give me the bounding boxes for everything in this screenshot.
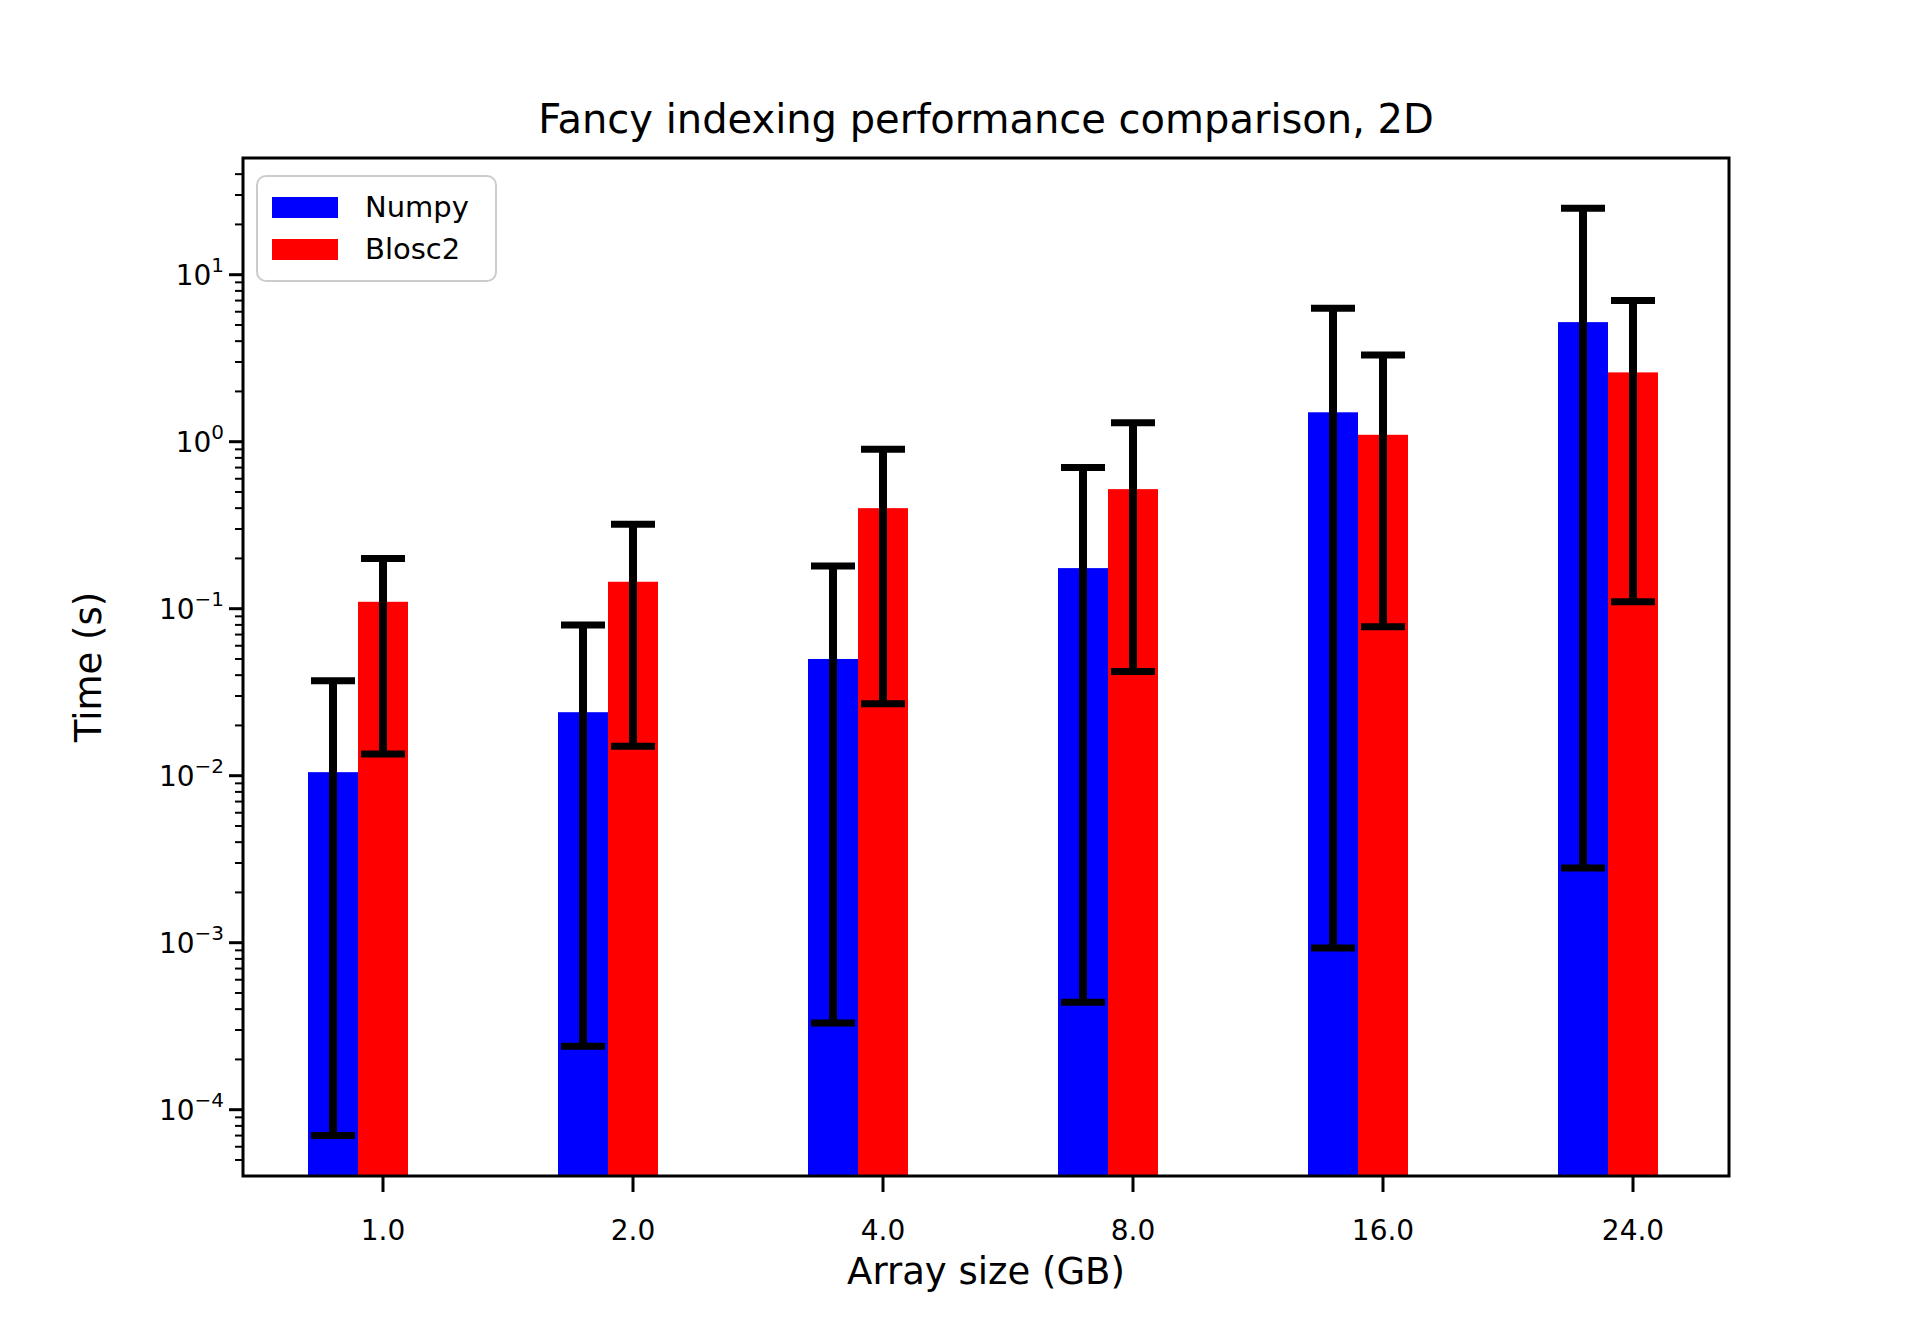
legend-label-blosc2: Blosc2 — [365, 235, 460, 264]
x-tick-label: 16.0 — [1352, 1214, 1414, 1247]
y-tick-label: 101 — [176, 253, 224, 292]
legend: Numpy Blosc2 — [256, 175, 497, 282]
y-tick-label: 10−1 — [159, 587, 224, 626]
x-tick-label: 24.0 — [1602, 1214, 1664, 1247]
y-tick-label: 10−3 — [159, 921, 224, 960]
y-tick-label: 100 — [176, 420, 224, 459]
axes-spines — [243, 158, 1729, 1176]
x-tick-label: 2.0 — [611, 1214, 656, 1247]
x-tick-label: 8.0 — [1111, 1214, 1156, 1247]
figure: Fancy indexing performance comparison, 2… — [0, 0, 1920, 1320]
legend-item-numpy: Numpy — [272, 193, 481, 222]
y-tick-label: 10−2 — [159, 754, 224, 793]
x-tick-label: 1.0 — [361, 1214, 406, 1247]
legend-label-numpy: Numpy — [365, 193, 469, 222]
blosc2-swatch — [272, 239, 338, 260]
numpy-swatch — [272, 197, 338, 218]
x-tick-label: 4.0 — [861, 1214, 906, 1247]
x-axis-label: Array size (GB) — [243, 1250, 1729, 1293]
y-tick-label: 10−4 — [159, 1088, 224, 1127]
legend-item-blosc2: Blosc2 — [272, 235, 481, 264]
